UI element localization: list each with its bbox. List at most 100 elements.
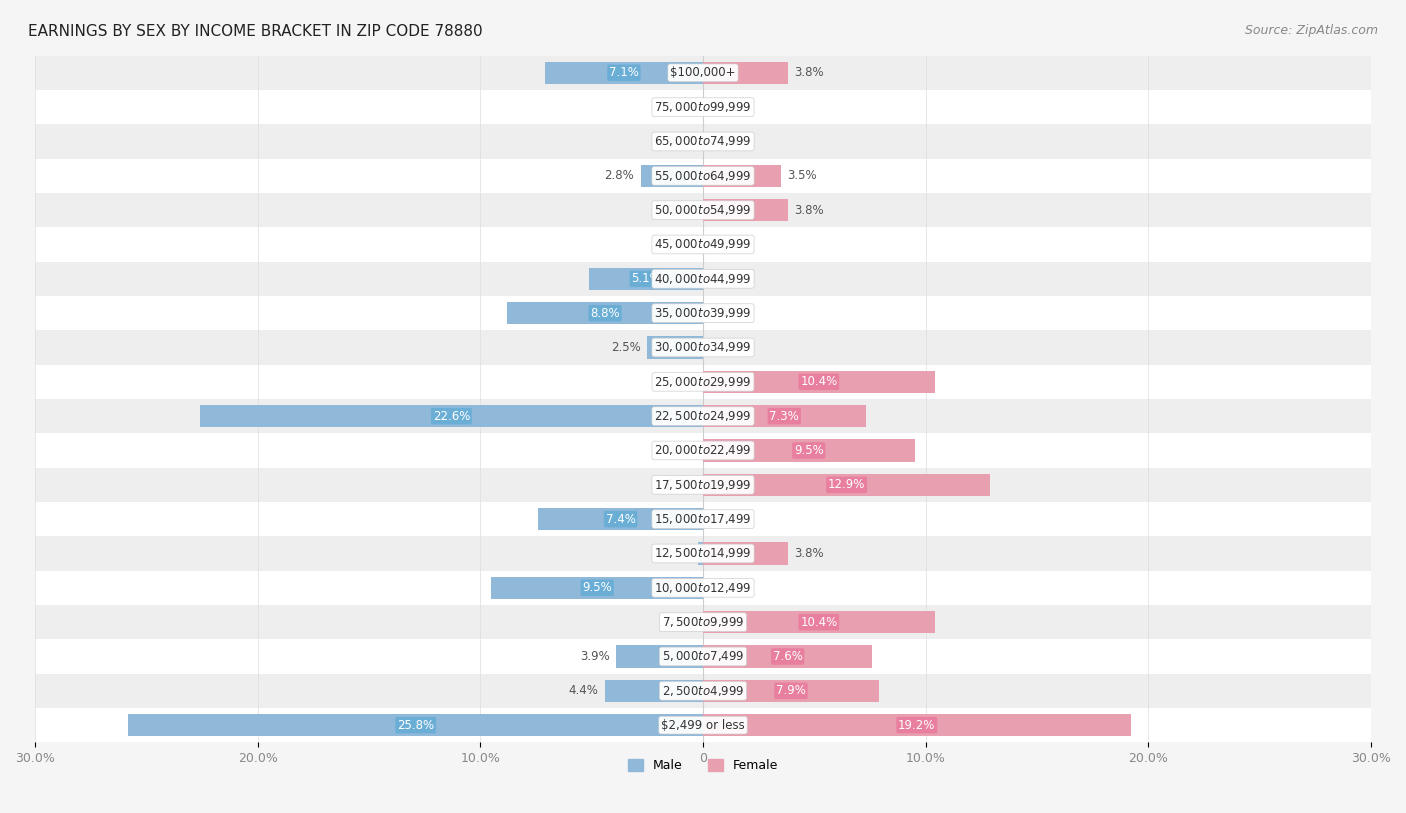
- Text: 0.0%: 0.0%: [666, 615, 696, 628]
- Bar: [703, 680, 879, 702]
- Text: $17,500 to $19,999: $17,500 to $19,999: [654, 478, 752, 492]
- Bar: [589, 267, 703, 290]
- Text: $7,500 to $9,999: $7,500 to $9,999: [662, 615, 744, 629]
- Text: 7.4%: 7.4%: [606, 513, 636, 526]
- Text: 0.0%: 0.0%: [710, 135, 740, 148]
- Text: 25.8%: 25.8%: [396, 719, 434, 732]
- Text: $5,000 to $7,499: $5,000 to $7,499: [662, 650, 744, 663]
- Text: 7.1%: 7.1%: [609, 67, 638, 80]
- Bar: [35, 193, 1371, 228]
- Text: $35,000 to $39,999: $35,000 to $39,999: [654, 307, 752, 320]
- Text: $75,000 to $99,999: $75,000 to $99,999: [654, 100, 752, 114]
- Text: 0.23%: 0.23%: [654, 547, 692, 560]
- Bar: [35, 399, 1371, 433]
- Text: 0.0%: 0.0%: [710, 307, 740, 320]
- Text: 7.6%: 7.6%: [773, 650, 803, 663]
- Text: 3.9%: 3.9%: [579, 650, 609, 663]
- Bar: [35, 124, 1371, 159]
- Text: $15,000 to $17,499: $15,000 to $17,499: [654, 512, 752, 526]
- Bar: [703, 405, 866, 428]
- Text: Source: ZipAtlas.com: Source: ZipAtlas.com: [1244, 24, 1378, 37]
- Text: 9.5%: 9.5%: [794, 444, 824, 457]
- Text: 9.5%: 9.5%: [582, 581, 612, 594]
- Text: $10,000 to $12,499: $10,000 to $12,499: [654, 580, 752, 595]
- Bar: [616, 646, 703, 667]
- Text: $45,000 to $49,999: $45,000 to $49,999: [654, 237, 752, 251]
- Bar: [35, 330, 1371, 365]
- Text: 7.9%: 7.9%: [776, 685, 806, 698]
- Bar: [703, 611, 935, 633]
- Text: 0.0%: 0.0%: [710, 272, 740, 285]
- Text: $50,000 to $54,999: $50,000 to $54,999: [654, 203, 752, 217]
- Bar: [35, 228, 1371, 262]
- Text: 0.0%: 0.0%: [710, 101, 740, 114]
- Bar: [703, 542, 787, 565]
- Bar: [35, 433, 1371, 467]
- Bar: [703, 62, 787, 84]
- Text: $2,500 to $4,999: $2,500 to $4,999: [662, 684, 744, 698]
- Legend: Male, Female: Male, Female: [623, 754, 783, 777]
- Bar: [35, 502, 1371, 537]
- Bar: [703, 714, 1130, 737]
- Text: $22,500 to $24,999: $22,500 to $24,999: [654, 409, 752, 423]
- Bar: [703, 646, 872, 667]
- Text: 0.0%: 0.0%: [710, 238, 740, 251]
- Bar: [641, 165, 703, 187]
- Text: 5.1%: 5.1%: [631, 272, 661, 285]
- Text: 0.0%: 0.0%: [710, 513, 740, 526]
- Bar: [492, 576, 703, 599]
- Bar: [35, 90, 1371, 124]
- Bar: [508, 302, 703, 324]
- Text: 3.5%: 3.5%: [787, 169, 817, 182]
- Bar: [35, 296, 1371, 330]
- Text: 0.0%: 0.0%: [666, 203, 696, 216]
- Bar: [703, 474, 990, 496]
- Text: 0.0%: 0.0%: [710, 341, 740, 354]
- Text: EARNINGS BY SEX BY INCOME BRACKET IN ZIP CODE 78880: EARNINGS BY SEX BY INCOME BRACKET IN ZIP…: [28, 24, 482, 39]
- Text: $65,000 to $74,999: $65,000 to $74,999: [654, 134, 752, 149]
- Text: $30,000 to $34,999: $30,000 to $34,999: [654, 341, 752, 354]
- Bar: [128, 714, 703, 737]
- Text: 0.0%: 0.0%: [666, 238, 696, 251]
- Text: $12,500 to $14,999: $12,500 to $14,999: [654, 546, 752, 560]
- Bar: [647, 337, 703, 359]
- Text: 0.0%: 0.0%: [666, 478, 696, 491]
- Bar: [538, 508, 703, 530]
- Text: 4.4%: 4.4%: [568, 685, 599, 698]
- Bar: [35, 55, 1371, 90]
- Text: 0.0%: 0.0%: [666, 444, 696, 457]
- Bar: [697, 542, 703, 565]
- Bar: [35, 159, 1371, 193]
- Text: $40,000 to $44,999: $40,000 to $44,999: [654, 272, 752, 286]
- Bar: [703, 199, 787, 221]
- Bar: [35, 571, 1371, 605]
- Bar: [35, 674, 1371, 708]
- Text: 8.8%: 8.8%: [591, 307, 620, 320]
- Bar: [35, 605, 1371, 639]
- Text: 3.8%: 3.8%: [794, 67, 824, 80]
- Text: 3.8%: 3.8%: [794, 547, 824, 560]
- Bar: [35, 262, 1371, 296]
- Bar: [605, 680, 703, 702]
- Text: 0.0%: 0.0%: [666, 376, 696, 389]
- Bar: [703, 165, 780, 187]
- Text: 19.2%: 19.2%: [898, 719, 935, 732]
- Bar: [200, 405, 703, 428]
- Text: $55,000 to $64,999: $55,000 to $64,999: [654, 169, 752, 183]
- Bar: [35, 708, 1371, 742]
- Bar: [703, 371, 935, 393]
- Text: $20,000 to $22,499: $20,000 to $22,499: [654, 443, 752, 458]
- Text: 0.0%: 0.0%: [710, 581, 740, 594]
- Text: 0.0%: 0.0%: [666, 135, 696, 148]
- Bar: [546, 62, 703, 84]
- Bar: [35, 537, 1371, 571]
- Bar: [35, 365, 1371, 399]
- Bar: [35, 467, 1371, 502]
- Bar: [703, 439, 914, 462]
- Text: 2.5%: 2.5%: [610, 341, 641, 354]
- Text: 7.3%: 7.3%: [769, 410, 799, 423]
- Text: 12.9%: 12.9%: [828, 478, 865, 491]
- Text: 3.8%: 3.8%: [794, 203, 824, 216]
- Text: 10.4%: 10.4%: [800, 615, 838, 628]
- Text: 22.6%: 22.6%: [433, 410, 470, 423]
